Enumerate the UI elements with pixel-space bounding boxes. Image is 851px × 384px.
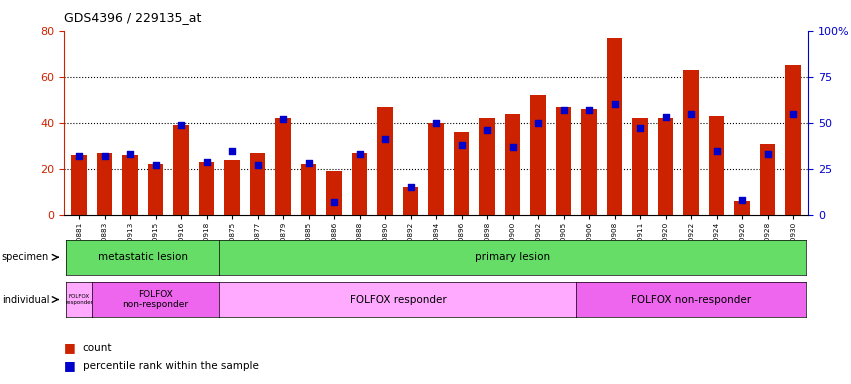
Bar <box>327 171 342 215</box>
Text: count: count <box>83 343 112 353</box>
Point <box>302 161 316 167</box>
Bar <box>71 155 87 215</box>
Point <box>659 114 672 121</box>
Point <box>72 153 86 159</box>
Point <box>505 144 519 150</box>
Point <box>710 147 723 154</box>
Point <box>480 127 494 133</box>
Bar <box>658 118 673 215</box>
Text: FOLFOX
responder: FOLFOX responder <box>66 294 93 305</box>
Point <box>735 197 749 204</box>
Point <box>251 162 265 168</box>
Text: percentile rank within the sample: percentile rank within the sample <box>83 361 259 371</box>
Bar <box>199 162 214 215</box>
Bar <box>301 164 317 215</box>
Bar <box>479 118 494 215</box>
Bar <box>581 109 597 215</box>
Point <box>761 151 774 157</box>
Bar <box>632 118 648 215</box>
Point <box>454 142 468 148</box>
Bar <box>683 70 699 215</box>
Text: GDS4396 / 229135_at: GDS4396 / 229135_at <box>64 12 201 25</box>
Bar <box>505 114 520 215</box>
Bar <box>352 153 368 215</box>
Point <box>557 107 570 113</box>
Text: FOLFOX responder: FOLFOX responder <box>350 295 446 305</box>
Point <box>531 120 545 126</box>
Point <box>608 101 621 108</box>
Bar <box>123 155 138 215</box>
Bar <box>276 118 291 215</box>
Bar <box>760 144 775 215</box>
Bar <box>225 160 240 215</box>
Text: specimen: specimen <box>2 252 49 262</box>
Bar <box>454 132 469 215</box>
Bar <box>403 187 419 215</box>
Point <box>684 111 698 117</box>
Bar <box>734 201 750 215</box>
Bar <box>709 116 724 215</box>
Bar <box>97 153 112 215</box>
Bar <box>148 164 163 215</box>
Bar <box>556 107 571 215</box>
Text: individual: individual <box>2 295 49 305</box>
Bar <box>607 38 622 215</box>
Point <box>404 184 418 190</box>
Point <box>429 120 443 126</box>
Bar <box>174 125 189 215</box>
Text: ■: ■ <box>64 341 76 354</box>
Point <box>98 153 111 159</box>
Text: FOLFOX
non-responder: FOLFOX non-responder <box>123 290 189 309</box>
Bar <box>429 123 443 215</box>
Point <box>123 151 137 157</box>
Point <box>277 116 290 122</box>
Point <box>174 122 188 128</box>
Bar <box>250 153 266 215</box>
Point <box>786 111 800 117</box>
Point <box>149 162 163 168</box>
Bar <box>378 107 393 215</box>
Point <box>328 199 341 205</box>
Point <box>353 151 367 157</box>
Point <box>582 107 596 113</box>
Bar <box>530 95 545 215</box>
Text: FOLFOX non-responder: FOLFOX non-responder <box>631 295 751 305</box>
Point <box>200 159 214 165</box>
Bar <box>785 65 801 215</box>
Text: ■: ■ <box>64 359 76 372</box>
Point <box>379 136 392 142</box>
Text: primary lesion: primary lesion <box>475 252 551 262</box>
Point <box>226 147 239 154</box>
Point <box>633 125 647 131</box>
Text: metastatic lesion: metastatic lesion <box>98 252 188 262</box>
